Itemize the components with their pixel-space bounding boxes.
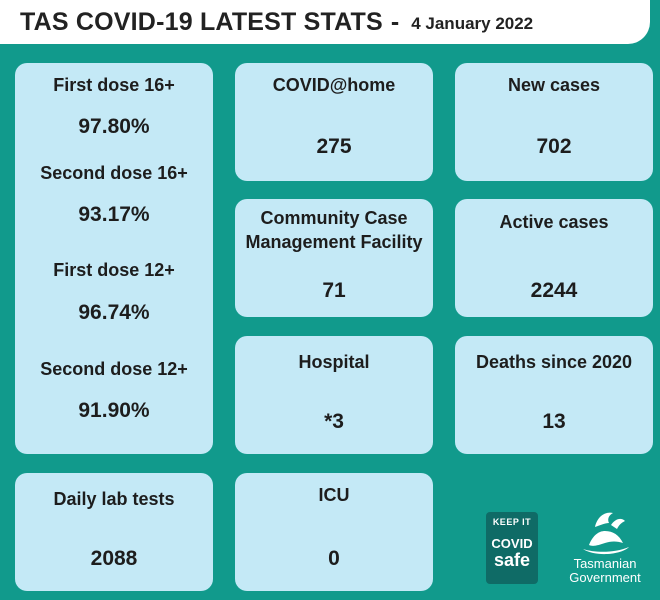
second-dose-12-label: Second dose 12+ (40, 359, 188, 379)
deaths-label: Deaths since 2020 (475, 352, 633, 372)
ccmf-value: 71 (322, 279, 346, 302)
active-cases-card: Active cases 2244 (455, 199, 653, 317)
ccmf-label-line1: Community Case (260, 208, 408, 228)
icu-label: ICU (318, 485, 350, 505)
lab-tests-value: 2088 (90, 547, 138, 570)
first-dose-12-value: 96.74% (78, 301, 150, 324)
active-cases-value: 2244 (530, 279, 578, 302)
tasmanian-government-logo: Tasmanian Government (560, 505, 650, 590)
deaths-value: 13 (542, 410, 566, 433)
new-cases-card: New cases 702 (455, 63, 653, 181)
first-dose-16-label: First dose 16+ (53, 75, 175, 95)
deaths-card: Deaths since 2020 13 (455, 336, 653, 454)
ccmf-card: Community Case Management Facility 71 (235, 199, 433, 317)
lab-tests-label: Daily lab tests (53, 489, 175, 509)
ccmf-label-line2: Management Facility (245, 232, 423, 252)
icu-value: 0 (328, 547, 340, 570)
covid-home-card: COVID@home 275 (235, 63, 433, 181)
hospital-value: *3 (324, 410, 344, 433)
new-cases-label: New cases (507, 75, 601, 95)
report-date: 4 January 2022 (411, 14, 534, 33)
covid-home-label: COVID@home (272, 75, 396, 95)
vaccination-card: First dose 16+ 97.80% Second dose 16+ 93… (15, 63, 213, 454)
first-dose-12-label: First dose 12+ (53, 260, 175, 280)
tas-gov-line2: Government (569, 570, 641, 585)
second-dose-12-value: 91.90% (78, 399, 150, 422)
icu-card: ICU 0 (235, 473, 433, 591)
covid-safe-logo: KEEP IT COVID safe (486, 512, 538, 584)
active-cases-label: Active cases (499, 212, 609, 232)
title-separator: - (390, 7, 400, 36)
covid-safe-line2: COVID (491, 536, 533, 551)
page-title: TAS COVID-19 LATEST STATS (20, 7, 383, 36)
hospital-card: Hospital *3 (235, 336, 433, 454)
tasmanian-devil-emblem-icon (583, 512, 629, 555)
second-dose-16-label: Second dose 16+ (40, 163, 188, 183)
first-dose-16-value: 97.80% (78, 115, 150, 138)
second-dose-16-value: 93.17% (78, 203, 150, 226)
new-cases-value: 702 (536, 135, 572, 158)
lab-tests-card: Daily lab tests 2088 (15, 473, 213, 591)
covid-safe-line1: KEEP IT (492, 517, 532, 527)
hospital-label: Hospital (298, 352, 370, 372)
header-banner: TAS COVID-19 LATEST STATS - 4 January 20… (0, 0, 650, 44)
covid-safe-line3: safe (493, 550, 531, 570)
tas-gov-line1: Tasmanian (573, 556, 637, 571)
covid-home-value: 275 (316, 135, 352, 158)
